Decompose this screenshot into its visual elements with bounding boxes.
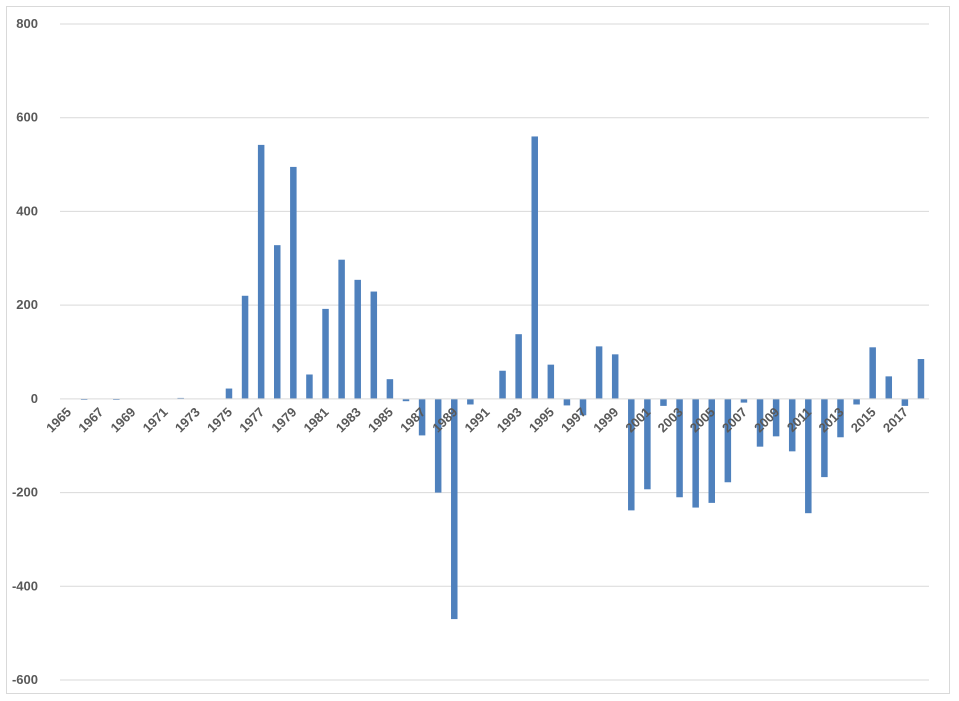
x-tick-label: 1975	[204, 404, 235, 435]
bar	[740, 398, 748, 403]
bar	[805, 398, 812, 514]
bar	[869, 347, 876, 399]
bar	[595, 346, 603, 399]
bar	[290, 166, 297, 399]
x-tick-label: 1991	[462, 404, 493, 435]
bar	[354, 279, 361, 399]
bar	[772, 398, 780, 437]
x-tick-label: 2017	[880, 404, 911, 435]
bar	[402, 398, 410, 402]
bar	[708, 398, 715, 503]
bar	[692, 398, 699, 508]
bar-series	[80, 136, 925, 620]
y-tick-label: 600	[16, 110, 38, 125]
x-tick-label: 2015	[848, 404, 879, 435]
bar	[499, 370, 506, 399]
bar	[274, 245, 281, 399]
bar	[676, 398, 683, 498]
bar	[322, 308, 329, 399]
bar	[338, 259, 345, 399]
x-tick-label: 2007	[719, 404, 750, 435]
y-tick-label: 400	[16, 203, 38, 218]
bar	[531, 136, 538, 399]
x-tick-label: 1965	[43, 404, 74, 435]
bar	[386, 379, 394, 399]
bar	[756, 398, 764, 447]
bar	[853, 398, 860, 405]
bar	[644, 398, 651, 490]
x-tick-label: 1969	[107, 404, 138, 435]
bar	[418, 398, 426, 436]
bar	[724, 398, 732, 483]
bar	[821, 398, 828, 478]
x-axis-labels: 1965 1967 1969 1971 1973 1975 1977 1979 1981 1983…	[43, 404, 911, 435]
x-tick-label: 1993	[494, 404, 525, 435]
bar	[917, 359, 925, 399]
x-tick-label: 1973	[172, 404, 203, 435]
bar	[370, 291, 378, 399]
bar	[547, 364, 555, 399]
bar	[563, 398, 571, 406]
bar	[241, 295, 249, 399]
y-tick-label: 0	[31, 391, 38, 406]
gridlines	[60, 23, 929, 681]
chart-area	[6, 6, 950, 694]
bar	[901, 398, 909, 406]
y-axis-labels: -600 -400 -200 0 200 400 600 800	[12, 16, 38, 687]
bar	[788, 398, 796, 452]
x-tick-label: 1981	[301, 404, 332, 435]
bar	[306, 374, 313, 399]
bar	[467, 398, 474, 405]
x-tick-label: 1983	[333, 404, 364, 435]
x-tick-label: 1995	[526, 404, 557, 435]
x-tick-label: 1977	[236, 404, 267, 435]
bar	[837, 398, 844, 438]
y-tick-label: -600	[12, 672, 38, 687]
bar	[434, 398, 442, 493]
y-tick-label: -400	[12, 578, 38, 593]
x-tick-label: 1985	[365, 404, 396, 435]
bar	[611, 354, 619, 399]
x-tick-label: 1999	[590, 404, 621, 435]
y-tick-label: 800	[16, 16, 38, 31]
x-tick-label: 1979	[268, 404, 299, 435]
y-tick-label: 200	[16, 297, 38, 312]
y-tick-label: -200	[12, 485, 38, 500]
x-tick-label: 1967	[75, 404, 106, 435]
bar	[885, 376, 893, 399]
bar	[257, 144, 265, 399]
x-tick-label: 1971	[140, 404, 171, 435]
bar	[628, 398, 635, 511]
bar	[579, 398, 587, 416]
bar	[451, 398, 458, 620]
bar	[660, 398, 667, 406]
bar	[225, 388, 233, 399]
bar	[515, 334, 522, 399]
